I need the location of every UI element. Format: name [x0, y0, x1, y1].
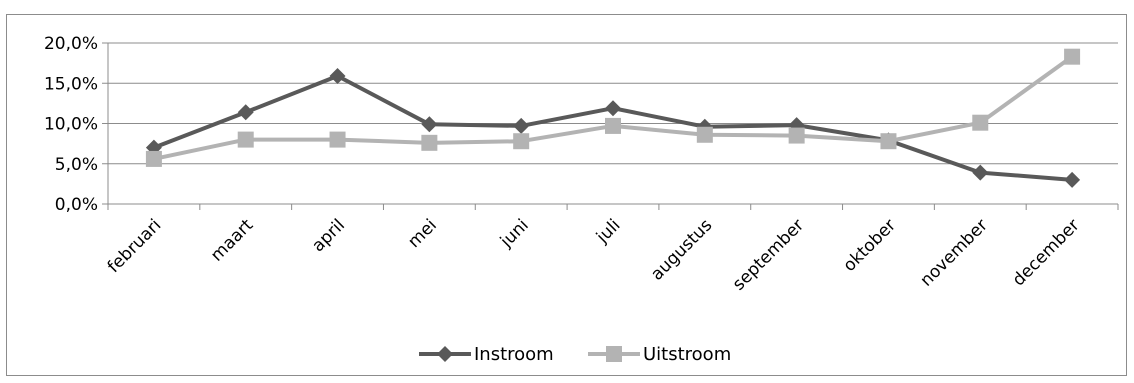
data-point-instroom — [513, 117, 530, 134]
legend-label: Instroom — [474, 344, 554, 365]
data-point-uitstroom — [605, 117, 621, 134]
data-point-instroom — [421, 116, 438, 133]
legend-item-uitstroom: Uitstroom — [588, 344, 731, 365]
data-point-instroom — [329, 68, 346, 85]
x-tick-label: juni — [496, 215, 533, 252]
y-tick-label: 15,0% — [44, 74, 98, 94]
data-point-uitstroom — [329, 131, 346, 148]
y-tick-labels: 0,0% 5,0% 10,0% 15,0% 20,0% — [44, 34, 98, 215]
x-tick-label: september — [729, 215, 808, 294]
x-tick-label: april — [308, 215, 349, 256]
legend-marker — [437, 346, 453, 362]
x-tick-label: mei — [404, 215, 441, 252]
data-point-instroom — [237, 104, 254, 121]
x-tick-label: maart — [207, 215, 257, 265]
legend-item-instroom: Instroom — [419, 344, 554, 365]
chart-frame — [6, 14, 1127, 376]
data-point-uitstroom — [880, 133, 897, 150]
x-tick-labels: februari maart april mei juni juli augustus sep… — [104, 215, 1084, 294]
y-tick-label: 20,0% — [44, 34, 98, 54]
data-point-uitstroom — [513, 133, 530, 150]
legend: Instroom Uitstroom — [419, 344, 731, 365]
data-point-uitstroom — [696, 126, 713, 143]
data-point-uitstroom — [237, 131, 254, 148]
series-layer — [145, 48, 1081, 188]
x-tick-label: oktober — [839, 215, 900, 276]
series-uitstroom — [145, 48, 1081, 167]
legend-marker — [606, 346, 622, 362]
data-point-instroom — [972, 164, 989, 181]
data-point-instroom — [1064, 171, 1081, 188]
y-tick-label: 5,0% — [55, 155, 98, 175]
y-tick-label: 10,0% — [44, 115, 98, 135]
axes — [107, 43, 1119, 210]
x-tick-label: februari — [104, 215, 166, 277]
data-point-instroom — [605, 100, 621, 117]
x-tick-label: juli — [592, 215, 624, 247]
legend-label: Uitstroom — [643, 344, 731, 365]
x-tick-label: november — [917, 215, 992, 290]
x-tick-label: december — [1009, 215, 1084, 290]
series-instroom — [145, 68, 1081, 188]
data-point-uitstroom — [972, 114, 989, 131]
data-point-uitstroom — [145, 150, 162, 167]
x-tick-label: augustus — [647, 215, 716, 284]
data-point-uitstroom — [421, 134, 438, 151]
y-tick-label: 0,0% — [55, 195, 98, 215]
data-point-uitstroom — [1064, 48, 1081, 65]
data-point-uitstroom — [788, 127, 805, 144]
